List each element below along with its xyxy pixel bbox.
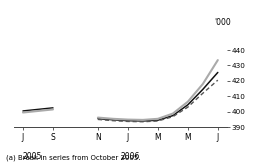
Text: (a) Break in series from October 2005.: (a) Break in series from October 2005.: [6, 155, 140, 161]
Text: '000: '000: [214, 18, 231, 27]
Text: 2005: 2005: [23, 152, 42, 161]
Text: 2006: 2006: [120, 152, 140, 161]
